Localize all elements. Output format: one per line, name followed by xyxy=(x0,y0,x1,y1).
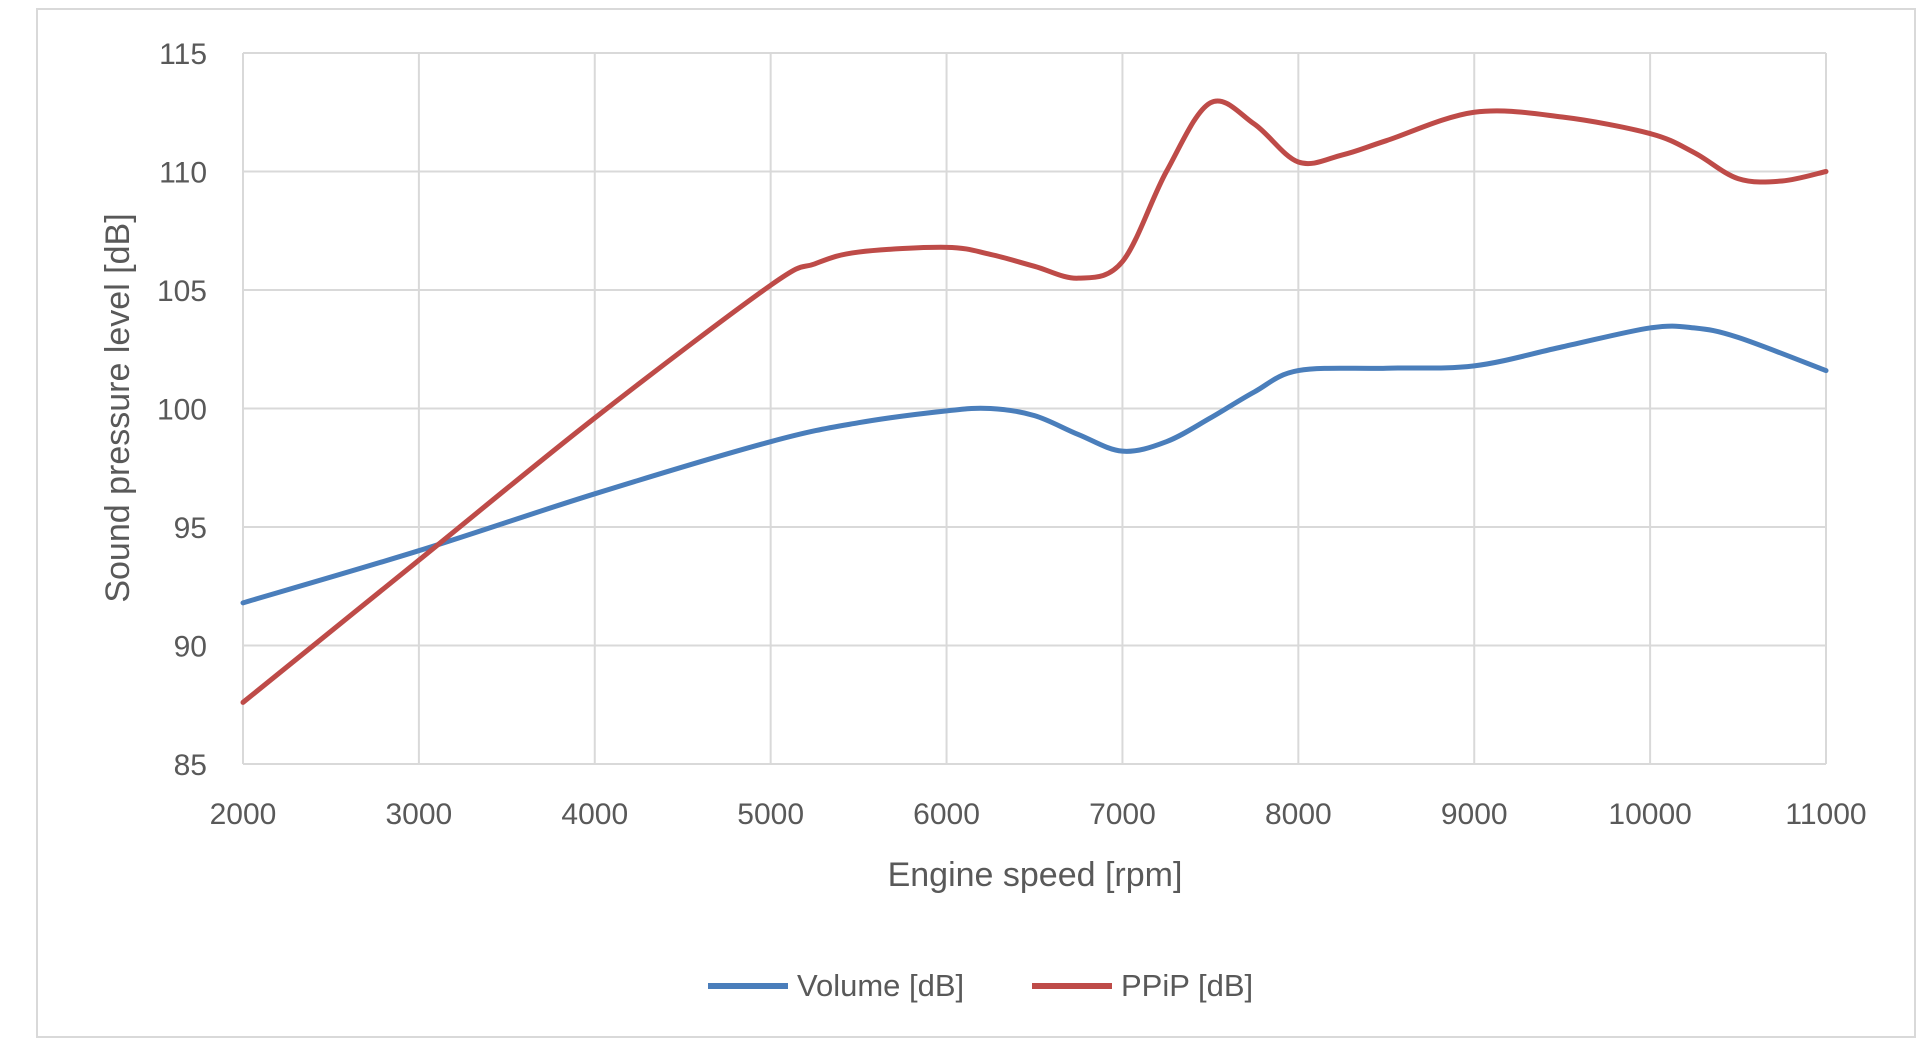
series-line-volume xyxy=(240,323,1829,606)
x-tick-label: 6000 xyxy=(913,798,980,831)
legend-label-ppip: PPiP [dB] xyxy=(1121,968,1253,1003)
x-tick-label: 9000 xyxy=(1441,798,1508,831)
x-tick-label: 10000 xyxy=(1608,798,1691,831)
y-tick-label: 90 xyxy=(174,631,207,664)
y-tick-label: 105 xyxy=(157,275,207,308)
series-lines xyxy=(240,98,1829,705)
x-tick-label: 4000 xyxy=(561,798,628,831)
gridlines xyxy=(242,52,1827,765)
y-tick-label: 100 xyxy=(157,394,207,427)
y-axis-title: Sound pressure level [dB] xyxy=(99,213,137,602)
y-axis-tick-labels: 85 90 95 100 105 110 115 xyxy=(157,38,207,782)
x-tick-label: 5000 xyxy=(737,798,804,831)
x-tick-label: 2000 xyxy=(210,798,277,831)
x-tick-label: 3000 xyxy=(386,798,453,831)
y-tick-label: 85 xyxy=(174,749,207,782)
y-tick-label: 110 xyxy=(159,157,207,190)
x-tick-label: 8000 xyxy=(1265,798,1332,831)
series-line-ppip xyxy=(240,98,1829,705)
y-tick-label: 115 xyxy=(159,38,207,71)
x-axis-title: Engine speed [rpm] xyxy=(888,856,1183,894)
x-axis-tick-labels: 2000 3000 4000 5000 6000 7000 8000 9000 10000 110… xyxy=(210,798,1867,831)
legend-label-volume: Volume [dB] xyxy=(797,968,964,1003)
legend: Volume [dB] PPiP [dB] xyxy=(708,968,1253,1003)
x-tick-label: 11000 xyxy=(1785,798,1866,831)
y-tick-label: 95 xyxy=(174,512,207,545)
x-tick-label: 7000 xyxy=(1089,798,1156,831)
chart-frame xyxy=(36,8,1916,1038)
